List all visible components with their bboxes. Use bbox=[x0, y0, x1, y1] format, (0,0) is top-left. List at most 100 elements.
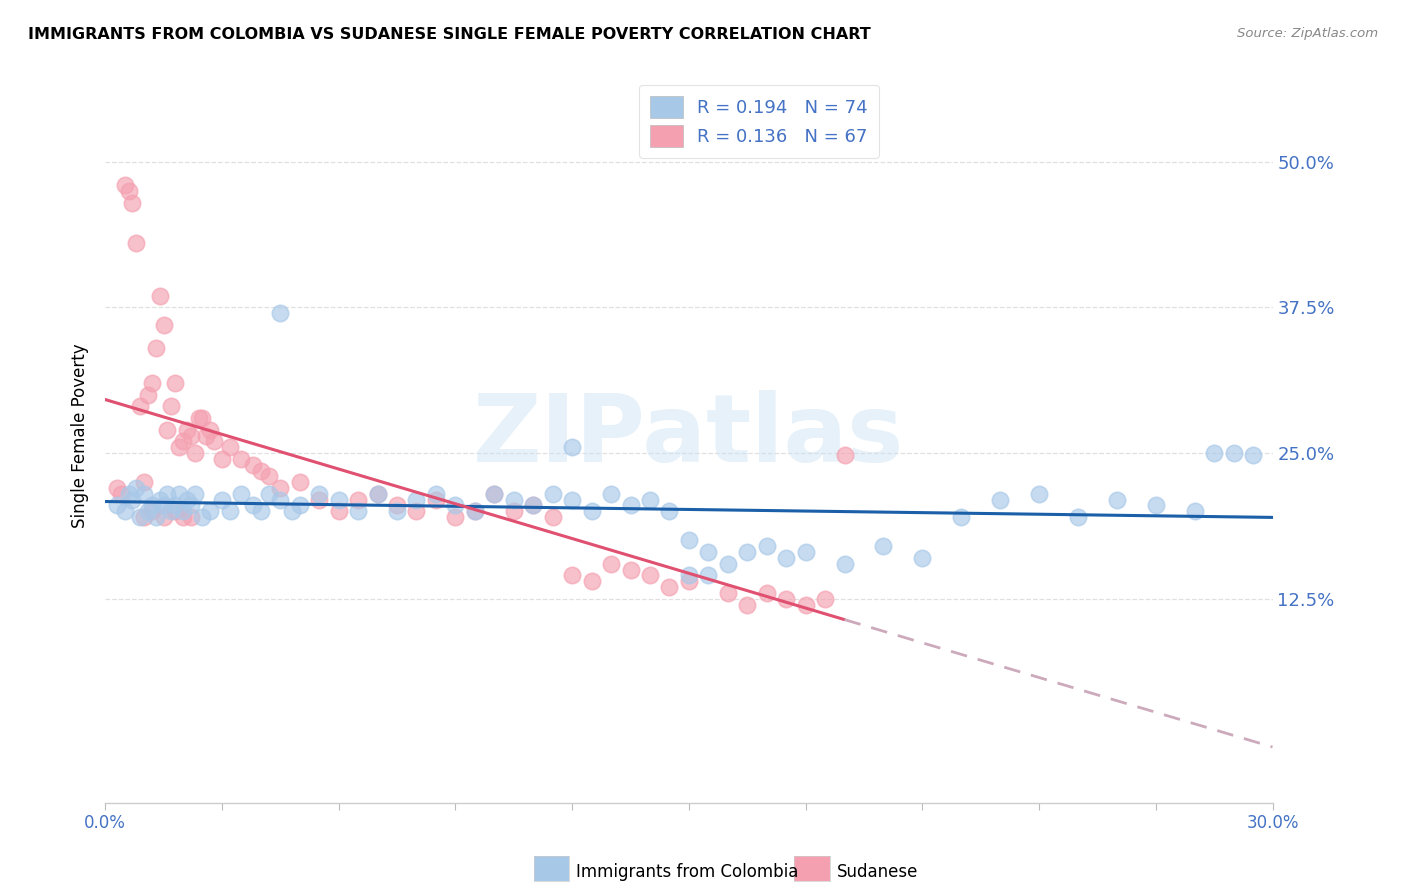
Point bbox=[1204, 446, 1226, 460]
Point bbox=[619, 563, 641, 577]
Point bbox=[105, 481, 128, 495]
Point bbox=[136, 388, 159, 402]
Point bbox=[385, 499, 408, 513]
Point bbox=[755, 539, 778, 553]
Point bbox=[522, 499, 544, 513]
Point bbox=[180, 510, 202, 524]
Point bbox=[717, 557, 740, 571]
Point bbox=[149, 289, 172, 303]
Text: Source: ZipAtlas.com: Source: ZipAtlas.com bbox=[1237, 27, 1378, 40]
Point bbox=[308, 487, 330, 501]
Point bbox=[183, 487, 205, 501]
Point bbox=[156, 423, 179, 437]
Point bbox=[328, 492, 350, 507]
Point bbox=[114, 504, 136, 518]
Point bbox=[484, 487, 506, 501]
Point bbox=[522, 499, 544, 513]
Point bbox=[187, 411, 209, 425]
Point bbox=[638, 568, 661, 582]
Point bbox=[200, 504, 222, 518]
Point bbox=[129, 510, 152, 524]
Text: IMMIGRANTS FROM COLOMBIA VS SUDANESE SINGLE FEMALE POVERTY CORRELATION CHART: IMMIGRANTS FROM COLOMBIA VS SUDANESE SIN… bbox=[28, 27, 870, 42]
Point bbox=[242, 499, 264, 513]
Point bbox=[195, 428, 218, 442]
Point bbox=[145, 510, 167, 524]
Point bbox=[502, 492, 524, 507]
Point bbox=[200, 423, 222, 437]
Point bbox=[152, 318, 174, 332]
Point bbox=[149, 492, 172, 507]
Point bbox=[794, 545, 817, 559]
Point bbox=[110, 487, 132, 501]
Point bbox=[269, 481, 291, 495]
Point bbox=[600, 487, 623, 501]
Point bbox=[134, 510, 156, 524]
Point bbox=[444, 499, 467, 513]
Text: Sudanese: Sudanese bbox=[837, 863, 918, 881]
Point bbox=[125, 236, 148, 251]
Point bbox=[697, 545, 720, 559]
Point bbox=[425, 492, 447, 507]
Point bbox=[950, 510, 973, 524]
Point bbox=[581, 574, 603, 589]
Point bbox=[250, 463, 273, 477]
Point bbox=[167, 487, 190, 501]
Point bbox=[129, 400, 152, 414]
Point bbox=[231, 451, 253, 466]
Point bbox=[165, 499, 187, 513]
Point bbox=[1028, 487, 1050, 501]
Point bbox=[141, 499, 163, 513]
Point bbox=[367, 487, 389, 501]
Point bbox=[600, 557, 623, 571]
Point bbox=[211, 451, 233, 466]
Point bbox=[988, 492, 1011, 507]
Point bbox=[1241, 448, 1264, 462]
Point bbox=[561, 492, 583, 507]
Point bbox=[834, 448, 856, 462]
Point bbox=[1067, 510, 1090, 524]
Point bbox=[257, 487, 280, 501]
Text: ZIPatlas: ZIPatlas bbox=[474, 390, 904, 482]
Point bbox=[156, 487, 179, 501]
Legend: R = 0.194   N = 74, R = 0.136   N = 67: R = 0.194 N = 74, R = 0.136 N = 67 bbox=[640, 85, 879, 158]
Point bbox=[250, 504, 273, 518]
Point bbox=[160, 400, 183, 414]
Point bbox=[678, 574, 700, 589]
Point bbox=[581, 504, 603, 518]
Point bbox=[288, 475, 311, 490]
Point bbox=[735, 545, 758, 559]
Point bbox=[172, 504, 194, 518]
Point bbox=[678, 568, 700, 582]
Point bbox=[444, 510, 467, 524]
Y-axis label: Single Female Poverty: Single Female Poverty bbox=[72, 343, 89, 528]
Point bbox=[678, 533, 700, 548]
Point bbox=[775, 591, 797, 606]
Point bbox=[134, 475, 156, 490]
Point bbox=[105, 499, 128, 513]
Point bbox=[1144, 499, 1167, 513]
Point bbox=[775, 550, 797, 565]
Point bbox=[638, 492, 661, 507]
Point bbox=[464, 504, 486, 518]
Point bbox=[202, 434, 225, 449]
Point bbox=[872, 539, 894, 553]
Point bbox=[117, 487, 139, 501]
Point bbox=[717, 586, 740, 600]
Point bbox=[484, 487, 506, 501]
Point bbox=[231, 487, 253, 501]
Point bbox=[117, 184, 139, 198]
Point bbox=[328, 504, 350, 518]
Point bbox=[794, 598, 817, 612]
Point bbox=[125, 481, 148, 495]
Point bbox=[160, 504, 183, 518]
Point bbox=[176, 423, 198, 437]
Point bbox=[218, 440, 240, 454]
Point bbox=[242, 458, 264, 472]
Point bbox=[172, 510, 194, 524]
Point bbox=[405, 492, 427, 507]
Point bbox=[288, 499, 311, 513]
Point bbox=[911, 550, 934, 565]
Point bbox=[141, 504, 163, 518]
Point bbox=[735, 598, 758, 612]
Point bbox=[385, 504, 408, 518]
